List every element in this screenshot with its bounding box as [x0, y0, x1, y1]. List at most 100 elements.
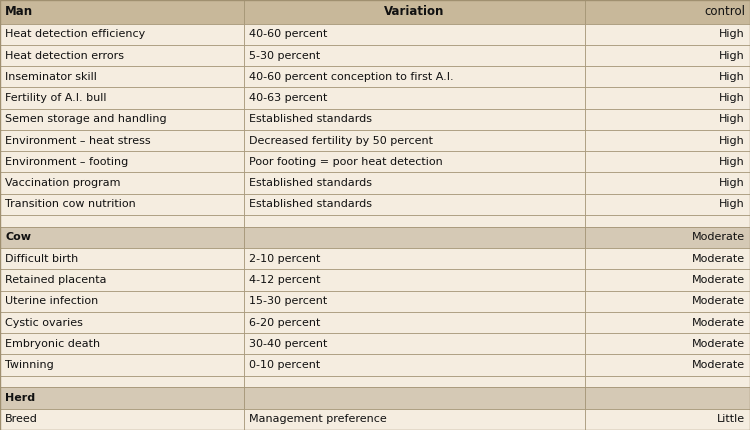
Bar	[0, 269, 244, 291]
Text: Moderate: Moderate	[692, 254, 745, 264]
Text: Retained placenta: Retained placenta	[5, 275, 106, 285]
Bar	[585, 172, 750, 194]
Text: 40-60 percent: 40-60 percent	[249, 29, 327, 39]
Text: control: control	[704, 5, 745, 18]
Bar	[585, 387, 750, 409]
Bar	[244, 248, 585, 269]
Text: Vaccination program: Vaccination program	[5, 178, 121, 188]
Text: Semen storage and handling: Semen storage and handling	[5, 114, 166, 124]
Text: Herd: Herd	[5, 393, 35, 403]
Bar	[244, 0, 585, 24]
Text: Established standards: Established standards	[249, 114, 372, 124]
Bar	[0, 387, 244, 409]
Bar	[244, 151, 585, 172]
Bar	[585, 354, 750, 376]
Bar	[0, 151, 244, 172]
Text: 4-12 percent: 4-12 percent	[249, 275, 320, 285]
Text: 40-63 percent: 40-63 percent	[249, 93, 327, 103]
Bar	[244, 66, 585, 87]
Bar	[585, 269, 750, 291]
Bar	[585, 109, 750, 130]
Bar	[244, 227, 585, 248]
Bar	[244, 87, 585, 109]
Text: High: High	[719, 114, 745, 124]
Text: High: High	[719, 157, 745, 167]
Bar	[0, 66, 244, 87]
Bar	[585, 0, 750, 24]
Text: Heat detection efficiency: Heat detection efficiency	[5, 29, 146, 39]
Bar	[244, 109, 585, 130]
Bar	[585, 291, 750, 312]
Text: Cow: Cow	[5, 233, 31, 243]
Text: Moderate: Moderate	[692, 360, 745, 370]
Text: Fertility of A.I. bull: Fertility of A.I. bull	[5, 93, 106, 103]
Text: Little: Little	[717, 415, 745, 424]
Bar	[244, 194, 585, 215]
Bar	[0, 215, 244, 227]
Bar	[0, 312, 244, 333]
Bar	[585, 87, 750, 109]
Bar	[244, 333, 585, 354]
Text: Moderate: Moderate	[692, 275, 745, 285]
Bar	[0, 409, 244, 430]
Bar	[585, 333, 750, 354]
Bar	[244, 312, 585, 333]
Text: Uterine infection: Uterine infection	[5, 296, 98, 306]
Text: High: High	[719, 50, 745, 61]
Bar	[0, 291, 244, 312]
Bar	[0, 87, 244, 109]
Text: Established standards: Established standards	[249, 200, 372, 209]
Bar	[0, 172, 244, 194]
Text: Man: Man	[5, 5, 33, 18]
Bar	[585, 215, 750, 227]
Bar	[244, 130, 585, 151]
Text: Transition cow nutrition: Transition cow nutrition	[5, 200, 136, 209]
Bar	[0, 194, 244, 215]
Bar	[585, 312, 750, 333]
Text: Moderate: Moderate	[692, 339, 745, 349]
Bar	[244, 215, 585, 227]
Bar	[244, 376, 585, 387]
Bar	[244, 45, 585, 66]
Bar	[244, 269, 585, 291]
Text: 15-30 percent: 15-30 percent	[249, 296, 327, 306]
Text: Management preference: Management preference	[249, 415, 386, 424]
Bar	[585, 194, 750, 215]
Text: Moderate: Moderate	[692, 233, 745, 243]
Bar	[585, 66, 750, 87]
Text: High: High	[719, 178, 745, 188]
Text: Inseminator skill: Inseminator skill	[5, 72, 97, 82]
Bar	[585, 376, 750, 387]
Bar	[244, 409, 585, 430]
Bar	[0, 227, 244, 248]
Bar	[585, 24, 750, 45]
Text: Moderate: Moderate	[692, 296, 745, 306]
Text: Variation: Variation	[384, 5, 445, 18]
Text: High: High	[719, 29, 745, 39]
Bar	[244, 387, 585, 409]
Text: 0-10 percent: 0-10 percent	[249, 360, 320, 370]
Text: Difficult birth: Difficult birth	[5, 254, 78, 264]
Bar	[0, 333, 244, 354]
Text: High: High	[719, 200, 745, 209]
Bar	[0, 130, 244, 151]
Bar	[0, 376, 244, 387]
Bar	[0, 24, 244, 45]
Bar	[0, 45, 244, 66]
Text: Breed: Breed	[5, 415, 38, 424]
Text: Twinning: Twinning	[5, 360, 54, 370]
Text: Established standards: Established standards	[249, 178, 372, 188]
Text: High: High	[719, 93, 745, 103]
Bar	[244, 291, 585, 312]
Text: Moderate: Moderate	[692, 317, 745, 328]
Text: 5-30 percent: 5-30 percent	[249, 50, 320, 61]
Bar	[244, 172, 585, 194]
Text: Cystic ovaries: Cystic ovaries	[5, 317, 82, 328]
Text: Environment – heat stress: Environment – heat stress	[5, 135, 151, 146]
Text: High: High	[719, 72, 745, 82]
Text: Poor footing = poor heat detection: Poor footing = poor heat detection	[249, 157, 442, 167]
Text: Environment – footing: Environment – footing	[5, 157, 128, 167]
Text: 30-40 percent: 30-40 percent	[249, 339, 327, 349]
Text: 40-60 percent conception to first A.I.: 40-60 percent conception to first A.I.	[249, 72, 453, 82]
Bar	[0, 109, 244, 130]
